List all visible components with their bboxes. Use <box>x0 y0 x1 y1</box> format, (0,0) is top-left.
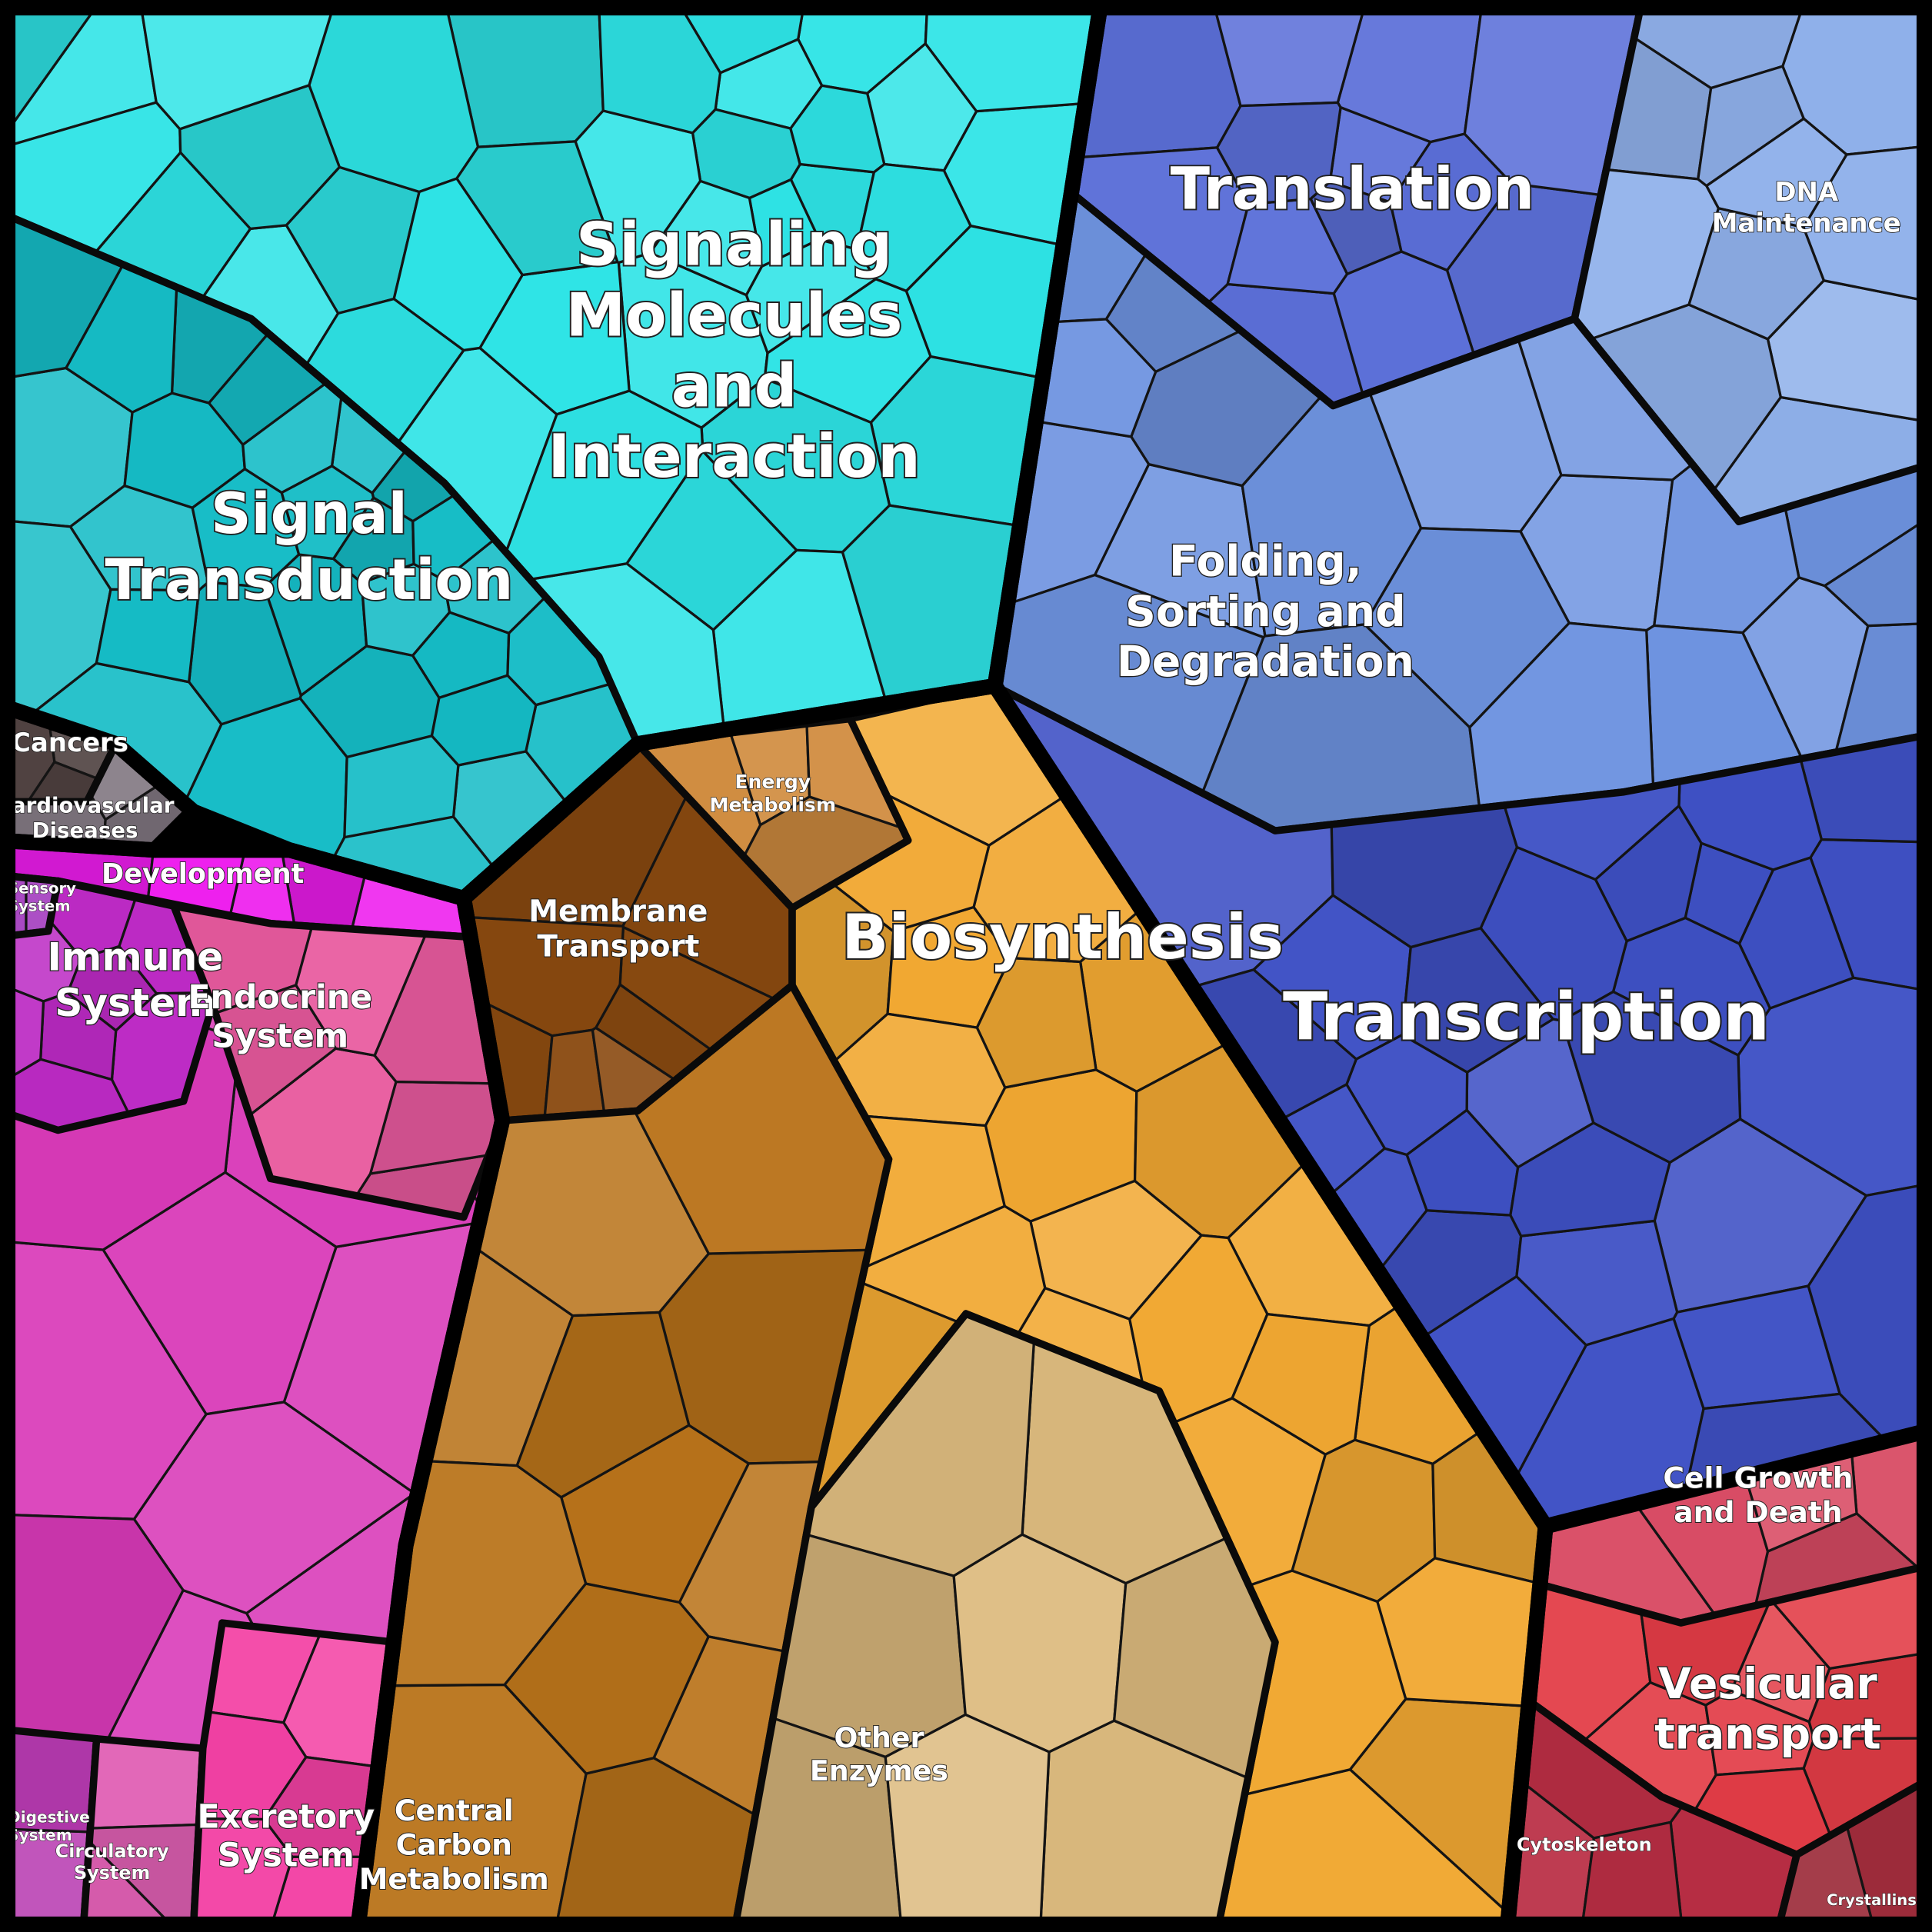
signaling-molecules-cell <box>392 177 524 352</box>
signaling-molecules-cell <box>505 389 705 581</box>
other-enzymes-outline <box>730 1310 1279 1932</box>
immune-system-label: Immune System <box>47 934 223 1025</box>
signal-transduction-label: Signal Transduction <box>105 481 514 613</box>
region-signal-transduction <box>0 208 641 902</box>
central-carbon-metabolism-label: Central Carbon Metabolism <box>359 1794 549 1896</box>
excretory-system-label: Excretory System <box>197 1797 375 1874</box>
crystallins-label: Crystallins <box>1827 1891 1917 1909</box>
region-digestive-system <box>0 1725 101 1932</box>
biosynthesis-cell <box>1231 1313 1371 1456</box>
transcription-cell <box>1401 927 1554 1074</box>
region-other-enzymes <box>730 1310 1279 1932</box>
disease-wedge-border <box>0 697 202 858</box>
transcription-cell <box>1737 856 1855 1010</box>
cancers-label: Cancers <box>12 728 128 758</box>
endocrine-system-label: Endocrine System <box>188 978 372 1055</box>
sensory-system-label: SensorySystem <box>8 880 76 915</box>
excretory-system-cell <box>192 1817 294 1932</box>
digestive-system-label: DigestiveSystem <box>8 1808 90 1845</box>
translation-label: Translation <box>1171 155 1535 222</box>
cytoskeleton-label: Cytoskeleton <box>1517 1834 1652 1855</box>
dna-maintenance-cell <box>1687 207 1825 341</box>
circulatory-system-cell <box>88 1737 205 1830</box>
central-carbon-metabolism-cell <box>515 1311 691 1499</box>
folding-sorting-degradation-label: Folding, Sorting and Degradation <box>1117 538 1414 688</box>
translation-cell <box>1463 0 1644 197</box>
circulatory-system-outline <box>79 1735 207 1932</box>
other-enzymes-label: Other Enzymes <box>810 1721 948 1787</box>
region-cytoskeleton <box>1503 1696 1800 1932</box>
biosynthesis-label: Biosynthesis <box>841 901 1284 973</box>
signal-transduction-cell <box>95 588 201 684</box>
signaling-molecules-cell <box>789 84 886 174</box>
region-energy-metabolism <box>634 715 912 912</box>
development-label: Development <box>102 858 304 890</box>
central-carbon-metabolism-cell <box>503 1582 710 1775</box>
region-endocrine-system <box>170 902 506 1221</box>
signaling-molecules-cell <box>138 0 337 131</box>
signaling-molecules-cell <box>648 179 764 297</box>
red-group-border <box>1499 1421 1932 1932</box>
dna-maintenance-label: DNA Maintenance <box>1712 177 1901 238</box>
region-central-carbon-metabolism <box>353 981 893 1932</box>
signaling-molecules-cell <box>0 0 103 143</box>
energy-metabolism-label: Energy Metabolism <box>710 771 837 816</box>
cardiovascular-diseases-label: Cardiovascular Diseases <box>0 792 175 843</box>
cytoskeleton-cell <box>1580 1820 1684 1932</box>
endocrine-system-outline <box>170 902 506 1221</box>
circulatory-system-label: CirculatorySystem <box>55 1840 169 1884</box>
immune-system-outline <box>0 877 217 1134</box>
transcription-label: Transcription <box>1283 979 1770 1055</box>
cell-growth-and-death-label: Cell Growth and Death <box>1663 1461 1853 1529</box>
signaling-molecules-cell <box>455 140 619 277</box>
crystallins-outline <box>1774 1774 1932 1932</box>
signaling-molecules-cell <box>924 0 1103 113</box>
signal-transduction-cell <box>280 465 375 561</box>
region-folding-sorting-degradation <box>991 189 1932 834</box>
transcription-cell <box>1561 990 1742 1164</box>
folding-sorting-degradation-cell <box>1823 514 1932 628</box>
region-translation <box>1068 0 1646 410</box>
region-biosynthesis <box>788 681 1550 1932</box>
translation-cell <box>1215 101 1342 206</box>
region-crystallins <box>1774 1774 1932 1932</box>
vesicular-transport-label: Vesicular transport <box>1654 1660 1880 1759</box>
region-transcription <box>991 681 1932 1531</box>
magenta-group-border <box>0 832 511 1932</box>
other-enzymes-cell <box>884 1713 1051 1932</box>
signaling-molecules-cell <box>597 0 722 135</box>
digestive-system-outline <box>0 1725 101 1932</box>
membrane-transport-label: Membrane Transport <box>528 894 708 964</box>
transcription-cell <box>1807 1181 1932 1443</box>
region-circulatory-system <box>79 1735 207 1932</box>
dna-maintenance-cell <box>1697 65 1805 188</box>
signaling-molecules-label: Signaling Molecules and Interaction <box>548 210 920 491</box>
region-membrane-transport <box>460 740 796 1124</box>
